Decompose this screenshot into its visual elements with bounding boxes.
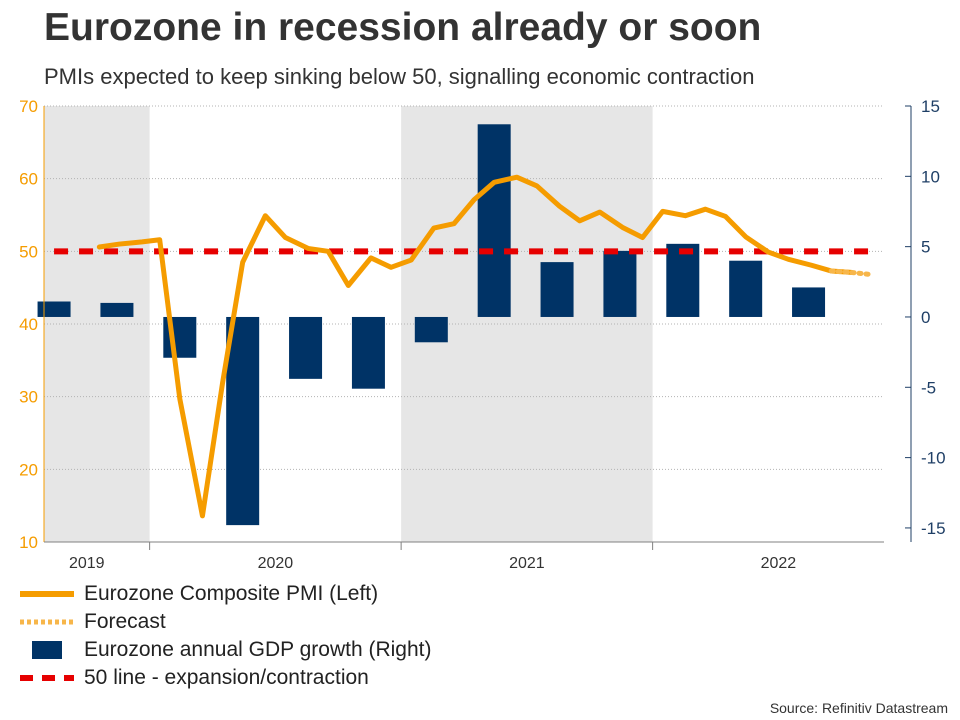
legend-label-forecast: Forecast bbox=[84, 610, 166, 633]
left-tick-label-60: 60 bbox=[19, 170, 38, 189]
left-tick-label-70: 70 bbox=[19, 97, 38, 116]
x-tick-label-2022: 2022 bbox=[761, 555, 797, 572]
right-tick-label-4: 5 bbox=[921, 238, 930, 257]
right-tick-label-5: 10 bbox=[921, 167, 940, 186]
chart-area: 10 20 30 40 50 60 70 -15 -10 -5 0 5 10 15 2019 2020 2021… bbox=[19, 97, 946, 572]
legend: Eurozone Composite PMI (Left) Forecast E… bbox=[18, 580, 431, 692]
right-tick-label-1: -10 bbox=[921, 449, 946, 468]
chart-subtitle: PMIs expected to keep sinking below 50, … bbox=[44, 64, 755, 89]
left-tick-label-10: 10 bbox=[19, 533, 38, 552]
legend-label-gdp: Eurozone annual GDP growth (Right) bbox=[84, 638, 432, 661]
shaded-years bbox=[44, 106, 653, 542]
gdp-bar-2019-q3 bbox=[37, 301, 71, 317]
pmi-series-line bbox=[96, 174, 854, 519]
legend-swatch-pmi bbox=[18, 585, 76, 603]
right-tick-label-2: -5 bbox=[921, 378, 936, 397]
left-tick-label-40: 40 bbox=[19, 315, 38, 334]
right-tick-label-6: 15 bbox=[921, 97, 940, 116]
x-tick-label-2019: 2019 bbox=[69, 555, 105, 572]
legend-item-forecast: Forecast bbox=[18, 608, 431, 636]
gdp-bar-2022-q3 bbox=[792, 287, 826, 317]
gdp-bar-2019-q4 bbox=[100, 302, 134, 317]
legend-item-fifty-line: 50 line - expansion/contraction bbox=[18, 664, 431, 692]
shaded-band-0 bbox=[44, 106, 150, 542]
legend-swatch-fifty-line bbox=[18, 669, 76, 687]
right-tick-label-0: -15 bbox=[921, 519, 946, 538]
legend-label-fifty-line: 50 line - expansion/contraction bbox=[84, 666, 369, 689]
gdp-bars bbox=[37, 124, 826, 526]
legend-item-gdp: Eurozone annual GDP growth (Right) bbox=[18, 636, 431, 664]
left-tick-label-20: 20 bbox=[19, 460, 38, 479]
gdp-bar-2020-q3 bbox=[289, 316, 323, 379]
legend-swatch-gdp bbox=[18, 641, 76, 659]
legend-swatch-forecast bbox=[18, 613, 76, 631]
legend-item-pmi: Eurozone Composite PMI (Left) bbox=[18, 580, 431, 608]
legend-label-pmi: Eurozone Composite PMI (Left) bbox=[84, 582, 379, 605]
gdp-bar-2021-q1 bbox=[414, 316, 448, 343]
gdp-bar-2021-q2 bbox=[477, 124, 511, 317]
gdp-bar-2021-q3 bbox=[540, 262, 574, 317]
forecast-series-line bbox=[828, 268, 874, 278]
x-tick-label-2021: 2021 bbox=[509, 555, 545, 572]
pmi-line bbox=[96, 174, 874, 519]
gdp-bar-2022-q2 bbox=[729, 260, 763, 317]
left-tick-label-30: 30 bbox=[19, 388, 38, 407]
gdp-bar-2021-q4 bbox=[603, 250, 637, 317]
gdp-bar-2022-q1 bbox=[666, 243, 700, 317]
gdp-bar-2020-q4 bbox=[351, 316, 385, 389]
x-tick-label-2020: 2020 bbox=[258, 555, 294, 572]
right-tick-label-3: 0 bbox=[921, 308, 930, 327]
axes: 10 20 30 40 50 60 70 -15 -10 -5 0 5 10 15 2019 2020 2021… bbox=[19, 97, 946, 572]
chart-title: Eurozone in recession already or soon bbox=[44, 6, 762, 49]
source-note: Source: Refinitiv Datastream bbox=[769, 700, 948, 716]
gdp-bar-2020-q2 bbox=[226, 316, 260, 526]
gridlines bbox=[44, 105, 884, 470]
left-tick-label-50: 50 bbox=[19, 242, 38, 261]
